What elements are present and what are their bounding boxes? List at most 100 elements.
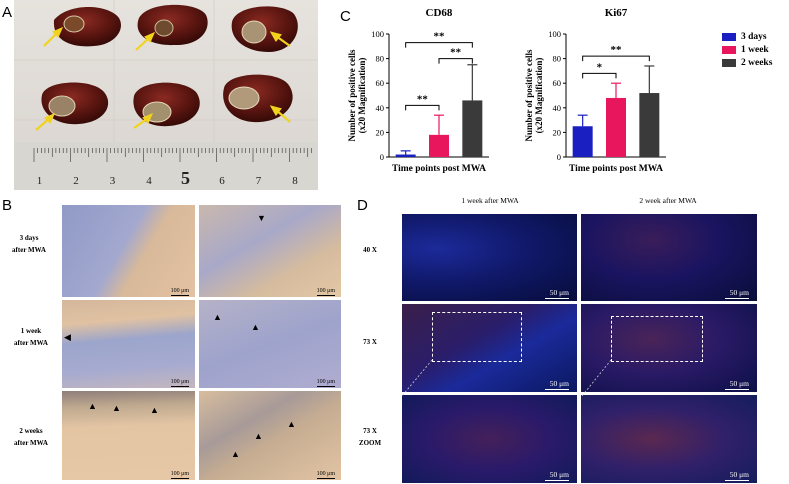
x-axis-label: Time points post MWA: [569, 164, 663, 174]
row-label-line: 73 X: [363, 427, 377, 435]
legend-swatch: [722, 58, 736, 67]
scale-bar: [545, 298, 569, 299]
bar: [395, 154, 416, 157]
ihc-micrograph: ▼ 100 μm: [199, 205, 341, 297]
panel-b-letter: B: [2, 197, 13, 214]
row-label-line: after MWA: [12, 246, 46, 254]
y-tick-label: 100: [371, 29, 384, 39]
zoom-region-box: [432, 312, 522, 362]
y-tick-label: 60: [376, 78, 385, 88]
y-tick-label: 40: [553, 103, 562, 113]
y-tick-label: 100: [548, 29, 561, 39]
legend-label: 1 week: [741, 44, 769, 55]
liver-photo: 1 2 3 4 5 6 7 8: [14, 0, 318, 190]
y-tick-label: 20: [376, 127, 385, 137]
scale-bar: [317, 478, 335, 479]
arrowhead-marker: ▼: [257, 213, 266, 223]
ruler-number: 5: [181, 168, 190, 188]
legend-label: 3 days: [741, 31, 767, 42]
chart-title: CD68: [426, 7, 453, 19]
scale-bar: [545, 389, 569, 390]
bar: [462, 100, 483, 157]
panel-a-letter: A: [2, 4, 13, 21]
significance-bracket: [582, 55, 650, 62]
panel-b-row-label: 2 weeks after MWA: [2, 425, 60, 449]
scale-label: 50 μm: [549, 288, 569, 297]
panel-b-row-label: 1 week after MWA: [2, 325, 60, 349]
zoom-region-box: [611, 316, 703, 362]
scale-bar: [545, 480, 569, 481]
significance-label: *: [597, 61, 603, 73]
panel-d-column-label: 1 week after MWA: [461, 196, 519, 205]
row-label-line: ZOOM: [358, 439, 382, 447]
arrowhead-marker: ▲: [231, 449, 240, 459]
panel-d-row-label: 40 X: [350, 244, 390, 256]
significance-bracket: [405, 104, 440, 111]
row-label-line: 40 X: [363, 246, 377, 254]
scale-bar: [317, 386, 335, 387]
panel-d-row-label: 73 X ZOOM: [350, 425, 390, 449]
ruler-number: 2: [73, 175, 79, 187]
scale-bar: [171, 295, 189, 296]
bar: [606, 97, 626, 157]
scale-label: 50 μm: [729, 288, 749, 297]
y-axis-label-line: (x20 Magnification): [357, 58, 367, 134]
ruler-number: 6: [219, 175, 225, 187]
fluorescence-image: 50 μm: [402, 304, 577, 392]
legend: 3 days 1 week 2 weeks: [722, 30, 789, 69]
y-axis-label: Number of positive cells (x20 Magnificati…: [347, 49, 367, 142]
legend-label: 2 weeks: [741, 57, 773, 68]
y-tick-label: 0: [380, 152, 384, 162]
legend-item: 1 week: [722, 43, 789, 56]
scale-label: 100 μm: [170, 471, 189, 477]
liver-specimen: [41, 82, 109, 125]
panel-c-letter: C: [340, 8, 351, 25]
ihc-micrograph: ▲ ▲ ▲ 100 μm: [62, 391, 195, 480]
y-tick-label: 0: [557, 152, 561, 162]
scale-label: 50 μm: [549, 470, 569, 479]
row-label-line: 2 weeks: [19, 427, 43, 435]
liver-specimen: [137, 4, 208, 46]
arrowhead-marker: ▲: [112, 403, 121, 413]
y-tick-label: 80: [376, 54, 385, 64]
liver-specimen: [133, 82, 200, 127]
ihc-micrograph: ▲ ▲ 100 μm: [199, 300, 341, 388]
cd68-bar-chart: CD68 Number of positive cells (x20 Magnifi…: [347, 7, 489, 174]
scale-bar: [171, 478, 189, 479]
legend-item: 2 weeks: [722, 56, 789, 69]
ki67-bar-chart: Ki67 Number of positive cells (x20 Magnifi…: [524, 7, 666, 174]
fluorescence-image: 50 μm: [402, 214, 577, 301]
ruler-number: 7: [256, 175, 262, 187]
scale-bar: [317, 295, 335, 296]
fluorescence-image: 50 μm: [581, 304, 757, 392]
arrowhead-marker: ▲: [251, 322, 260, 332]
y-tick-label: 20: [553, 127, 562, 137]
significance-label: **: [450, 47, 462, 59]
fluorescence-image: 50 μm: [581, 214, 757, 301]
significance-label: **: [434, 31, 446, 43]
significance-label: **: [611, 44, 623, 56]
chart-title: Ki67: [605, 7, 628, 19]
arrowhead-marker: ▲: [287, 419, 296, 429]
scale-bar: [171, 386, 189, 387]
panel-d-row-label: 73 X: [350, 336, 390, 348]
arrowhead-marker: ▲: [213, 312, 222, 322]
arrowhead-marker: ▲: [150, 405, 159, 415]
legend-swatch: [722, 32, 736, 41]
ihc-micrograph: ◀ 100 μm: [62, 300, 195, 388]
scale-label: 50 μm: [729, 379, 749, 388]
panel-d-letter: D: [357, 197, 368, 214]
bar: [429, 134, 449, 157]
arrowhead-marker: ▲: [88, 401, 97, 411]
liver-specimen: [53, 7, 122, 47]
y-tick-label: 40: [376, 103, 385, 113]
y-tick-label: 80: [553, 54, 562, 64]
scale-label: 100 μm: [170, 288, 189, 294]
y-axis-label: Number of positive cells (x20 Magnificati…: [524, 49, 544, 142]
y-axis-label-line: Number of positive cells: [347, 49, 357, 142]
row-label-line: after MWA: [14, 439, 48, 447]
fluorescence-image: 50 μm: [402, 395, 577, 483]
legend-swatch: [722, 45, 736, 54]
scale-bar: [725, 389, 749, 390]
fluorescence-image: 50 μm: [581, 395, 757, 483]
